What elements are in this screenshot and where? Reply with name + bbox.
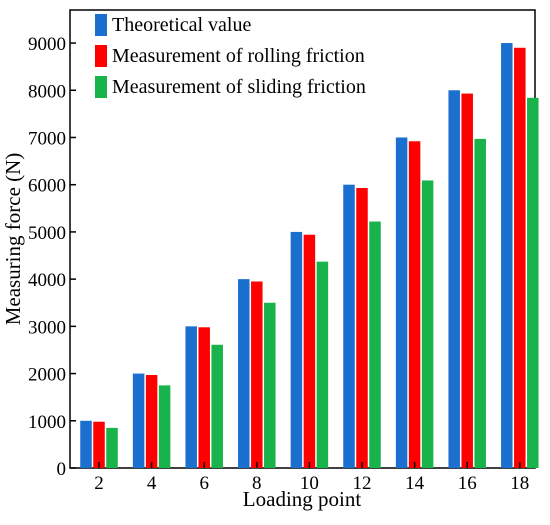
x-tick-label: 6	[199, 473, 209, 494]
bar-series2-2	[93, 421, 105, 468]
bar-series1-16	[448, 90, 460, 469]
legend-swatch-3	[95, 76, 107, 98]
legend-label-1: Theoretical value	[112, 14, 251, 36]
bar-series2-6	[198, 327, 210, 468]
y-tick-label: 8000	[28, 81, 66, 102]
y-axis: 0 1000 2000 3000 4000 5000 6000 7000 8000 9000	[28, 34, 76, 480]
bar-series1-18	[501, 43, 513, 469]
y-tick-label: 1000	[28, 412, 66, 433]
x-tick-label: 2	[94, 473, 104, 494]
y-tick-label: 3000	[28, 317, 66, 338]
x-tick-label: 14	[405, 473, 425, 494]
bar-series1-6	[185, 326, 197, 468]
bar-series1-10	[290, 231, 303, 468]
x-tick-label: 18	[510, 473, 529, 494]
bar-series3-6	[211, 344, 223, 468]
bar-series3-2	[106, 427, 118, 468]
bar-series1-8	[238, 279, 250, 468]
y-axis-title: Measuring force (N)	[1, 153, 25, 326]
bar-series2-8	[251, 281, 263, 468]
bar-series3-18	[527, 97, 539, 468]
bar-series2-12	[356, 188, 368, 468]
bar-series1-4	[132, 373, 145, 468]
bar-series2-16	[461, 93, 473, 468]
y-tick-label: 4000	[28, 270, 66, 291]
bar-series3-14	[421, 180, 434, 468]
legend-label-2: Measurement of rolling friction	[112, 45, 365, 67]
bar-series3-10	[316, 261, 329, 468]
x-tick-label: 8	[252, 473, 262, 494]
y-tick-label: 2000	[28, 365, 66, 386]
legend-swatch-1	[95, 14, 107, 36]
x-tick-label: 10	[300, 473, 319, 494]
y-tick-label: 6000	[28, 176, 66, 197]
legend-swatch-2	[95, 45, 107, 67]
bar-series1-12	[343, 184, 355, 468]
y-tick-label: 0	[57, 459, 67, 480]
x-axis-title: Loading point	[243, 487, 362, 511]
legend: Theoretical value Measurement of rolling …	[95, 14, 366, 98]
bar-series3-4	[158, 385, 171, 468]
bar-series3-16	[474, 138, 486, 468]
x-tick-label: 16	[458, 473, 477, 494]
x-axis: 2 4 6 8 10 12 14 16 18	[94, 462, 529, 494]
x-tick-label: 4	[147, 473, 157, 494]
legend-label-3: Measurement of sliding friction	[112, 76, 366, 98]
bar-series1-14	[395, 137, 408, 469]
bar-series2-4	[145, 374, 158, 468]
x-tick-label: 12	[353, 473, 372, 494]
y-tick-label: 9000	[28, 34, 66, 55]
bar-series3-8	[264, 302, 276, 468]
bar-series2-14	[408, 141, 421, 468]
bar-series1-2	[80, 420, 92, 468]
bar-series2-18	[514, 47, 526, 469]
y-tick-label: 7000	[28, 128, 66, 149]
bar-series3-12	[369, 221, 381, 468]
bars-layer	[80, 43, 539, 469]
y-tick-label: 5000	[28, 223, 66, 244]
bar-series2-10	[303, 234, 316, 468]
